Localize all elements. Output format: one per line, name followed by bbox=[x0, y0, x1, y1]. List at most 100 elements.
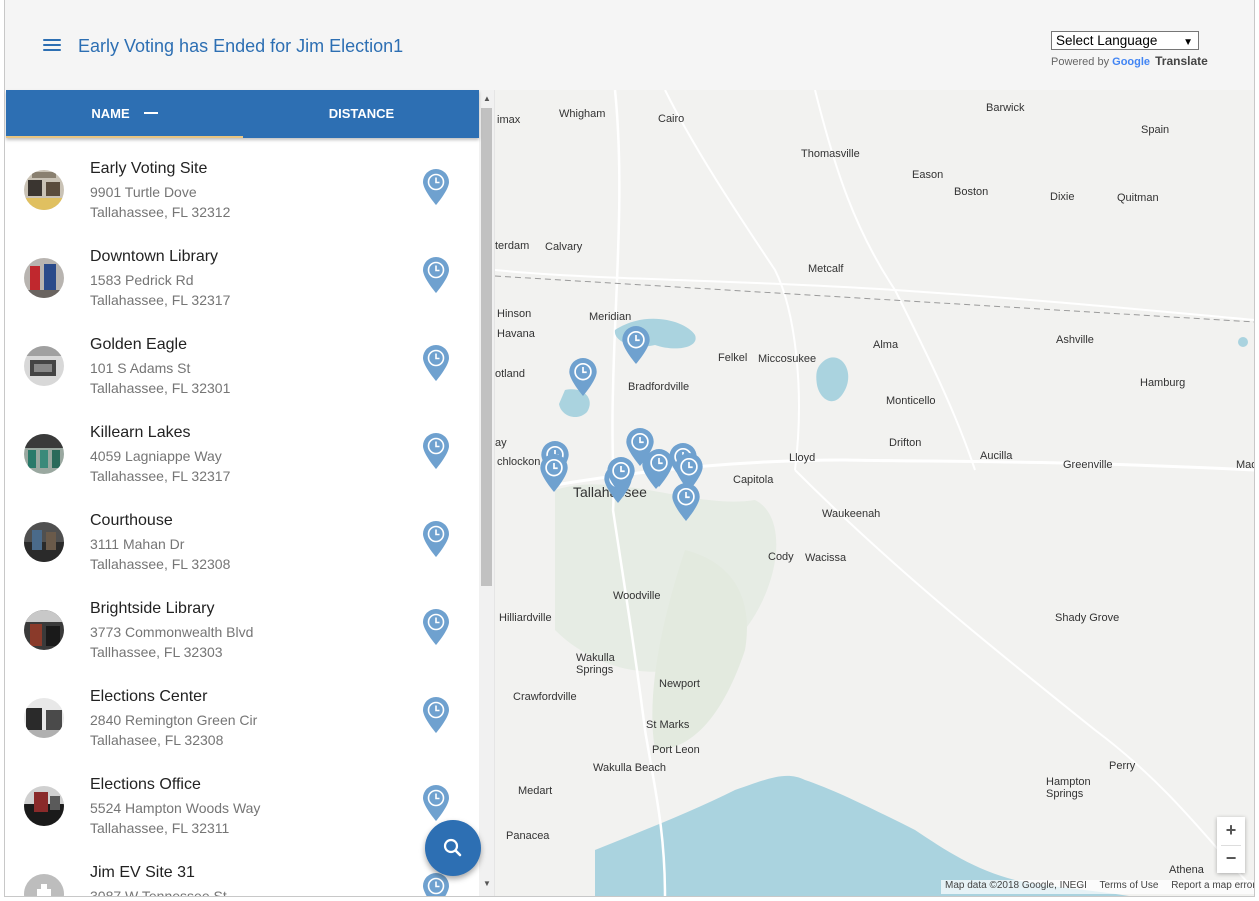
map-label: Boston bbox=[954, 186, 989, 198]
location-list-panel: NAME DISTANCE Early Voting Site 9901 Tur… bbox=[5, 90, 495, 897]
app-frame: Early Voting has Ended for Jim Election1… bbox=[4, 0, 1255, 897]
list-item[interactable]: Elections Office 5524 Hampton Woods Way … bbox=[6, 754, 479, 842]
menu-icon[interactable] bbox=[41, 36, 63, 58]
clock-pin-icon[interactable] bbox=[421, 608, 451, 646]
google-translate-attribution: Powered by Google Translate bbox=[1051, 54, 1208, 68]
location-list: Early Voting Site 9901 Turtle Dove Talla… bbox=[6, 138, 479, 897]
location-address: 2840 Remington Green Cir bbox=[90, 712, 258, 728]
map-label: Cairo bbox=[658, 113, 685, 125]
map-marker[interactable] bbox=[567, 357, 599, 397]
location-address: 4059 Lagniappe Way bbox=[90, 448, 222, 464]
map-label: Greenville bbox=[1063, 459, 1113, 471]
map-label: Miccosukee bbox=[758, 353, 817, 365]
map-label: Athena bbox=[1169, 864, 1204, 876]
page-title: Early Voting has Ended for Jim Election1 bbox=[78, 36, 404, 56]
location-address: 3087 W Tennessee St bbox=[90, 888, 227, 897]
avatar bbox=[24, 698, 64, 738]
map-label: Bradfordville bbox=[628, 381, 690, 393]
map-marker[interactable] bbox=[673, 452, 705, 492]
search-icon bbox=[443, 838, 462, 857]
map-view[interactable]: imax Whigham Cairo Barwick Spain Thomasv… bbox=[495, 90, 1255, 896]
location-name: Early Voting Site bbox=[90, 160, 208, 177]
app-header: Early Voting has Ended for Jim Election1… bbox=[5, 0, 1254, 90]
zoom-in-button[interactable]: + bbox=[1225, 820, 1237, 840]
location-city: Tallahassee, FL 32312 bbox=[90, 204, 231, 220]
location-address: 5524 Hampton Woods Way bbox=[90, 800, 261, 816]
map-label: Ashville bbox=[1056, 334, 1094, 346]
map-zoom-controls: + − bbox=[1217, 817, 1245, 873]
sort-tabs: NAME DISTANCE bbox=[6, 90, 479, 138]
map-label: Waukeenah bbox=[822, 508, 881, 520]
map-label: Eason bbox=[912, 169, 944, 181]
location-city: Tallahassee, FL 32317 bbox=[90, 468, 231, 484]
location-city: Tallahassee, FL 32317 bbox=[90, 292, 231, 308]
scroll-down-icon[interactable]: ▼ bbox=[483, 879, 491, 888]
map-label: Wakulla Beach bbox=[593, 762, 666, 774]
tab-name-label: NAME bbox=[91, 106, 130, 121]
chevron-down-icon: ▼ bbox=[1183, 37, 1193, 48]
map-label: Monticello bbox=[886, 395, 936, 407]
powered-by-label: Powered by bbox=[1051, 56, 1110, 68]
map-label: Shady Grove bbox=[1055, 612, 1120, 624]
map-label: Quitman bbox=[1117, 192, 1159, 204]
location-city: Tallahassee, FL 32301 bbox=[90, 380, 231, 396]
location-address: 3111 Mahan Dr bbox=[90, 536, 185, 552]
map-label: Cody bbox=[768, 551, 794, 563]
translate-link[interactable]: Translate bbox=[1155, 54, 1208, 68]
terms-of-use-link[interactable]: Terms of Use bbox=[1099, 880, 1159, 891]
scroll-up-icon[interactable]: ▲ bbox=[483, 94, 491, 103]
map-marker[interactable] bbox=[620, 325, 652, 365]
location-city: Tallahassee, FL 32311 bbox=[90, 820, 230, 836]
location-name: Elections Office bbox=[90, 776, 201, 793]
map-label: Panacea bbox=[506, 830, 550, 842]
scrollbar-thumb[interactable] bbox=[481, 108, 492, 586]
location-name: Elections Center bbox=[90, 688, 208, 705]
location-city: Tallhassee, FL 32303 bbox=[90, 644, 223, 660]
map-marker[interactable] bbox=[538, 453, 570, 493]
list-item[interactable]: Golden Eagle 101 S Adams St Tallahassee,… bbox=[6, 314, 479, 402]
clock-pin-icon[interactable] bbox=[421, 344, 451, 382]
avatar bbox=[24, 786, 64, 826]
clock-pin-icon[interactable] bbox=[421, 784, 451, 822]
map-label: Capitola bbox=[733, 474, 774, 486]
avatar bbox=[24, 522, 64, 562]
clock-pin-icon[interactable] bbox=[421, 432, 451, 470]
map-marker[interactable] bbox=[670, 482, 702, 522]
list-item[interactable]: Early Voting Site 9901 Turtle Dove Talla… bbox=[6, 138, 479, 226]
list-item[interactable]: Elections Center 2840 Remington Green Ci… bbox=[6, 666, 479, 754]
avatar bbox=[24, 258, 64, 298]
clock-pin-icon[interactable] bbox=[421, 168, 451, 206]
map-label: imax bbox=[497, 114, 521, 126]
map-label: Aucilla bbox=[980, 450, 1013, 462]
map-label: Perry bbox=[1109, 760, 1136, 772]
location-address: 1583 Pedrick Rd bbox=[90, 272, 194, 288]
clock-pin-icon[interactable] bbox=[421, 872, 451, 896]
list-item[interactable]: Killearn Lakes 4059 Lagniappe Way Tallah… bbox=[6, 402, 479, 490]
map-label: Madis bbox=[1236, 459, 1254, 471]
location-name: Brightside Library bbox=[90, 600, 215, 617]
map-label: Havana bbox=[497, 328, 535, 340]
list-scrollbar[interactable]: ▲ ▼ bbox=[479, 90, 494, 896]
clock-pin-icon[interactable] bbox=[421, 696, 451, 734]
avatar bbox=[24, 874, 64, 896]
map-marker[interactable] bbox=[643, 448, 675, 488]
zoom-out-button[interactable]: − bbox=[1225, 848, 1237, 868]
map-label: Wacissa bbox=[805, 552, 847, 564]
list-item[interactable]: Brightside Library 3773 Commonwealth Blv… bbox=[6, 578, 479, 666]
language-select[interactable]: Select Language ▼ bbox=[1051, 31, 1199, 50]
clock-pin-icon[interactable] bbox=[421, 256, 451, 294]
map-marker[interactable] bbox=[605, 456, 637, 496]
list-item[interactable]: Downtown Library 1583 Pedrick Rd Tallaha… bbox=[6, 226, 479, 314]
list-item[interactable]: Jim EV Site 31 3087 W Tennessee St bbox=[6, 842, 479, 897]
map-label: Hampton Springs bbox=[1046, 776, 1091, 800]
tab-name[interactable]: NAME bbox=[6, 90, 243, 138]
list-item[interactable]: Courthouse 3111 Mahan Dr Tallahassee, FL… bbox=[6, 490, 479, 578]
map-label: Port Leon bbox=[652, 744, 700, 756]
tab-distance[interactable]: DISTANCE bbox=[328, 106, 395, 121]
location-address: 101 S Adams St bbox=[90, 360, 191, 376]
report-map-error-link[interactable]: Report a map error bbox=[1171, 880, 1255, 891]
search-button[interactable] bbox=[425, 820, 481, 876]
map-label: Hamburg bbox=[1140, 377, 1186, 389]
clock-pin-icon[interactable] bbox=[421, 520, 451, 558]
map-label: Crawfordville bbox=[513, 691, 577, 703]
